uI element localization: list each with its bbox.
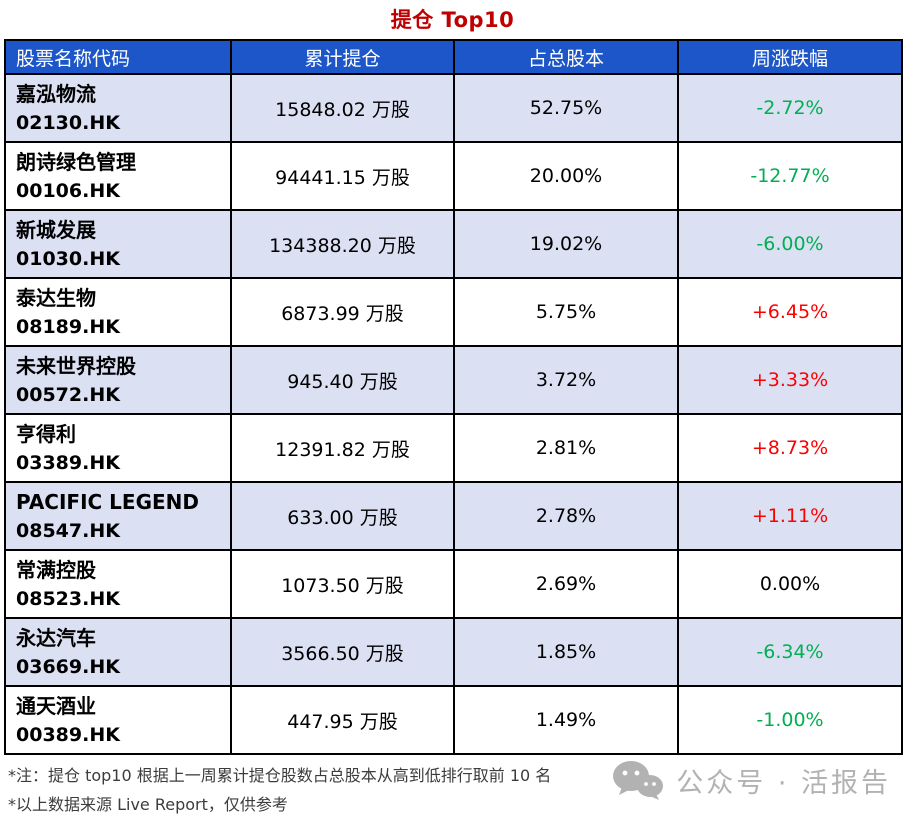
footnote-1: *注：提仓 top10 根据上一周累计提仓股数占总股本从高到低排行取前 10 名 [8, 766, 552, 785]
stock-code: 00572.HK [16, 384, 120, 406]
weekly-change: +3.33% [677, 345, 903, 415]
table-row: 未来世界控股 00572.HK 945.40 万股 3.72% +3.33% [4, 345, 903, 415]
table-row: 泰达生物 08189.HK 6873.99 万股 5.75% +6.45% [4, 277, 903, 347]
cumulative-volume: 134388.20 万股 [230, 209, 455, 279]
pct-of-shares: 5.75% [453, 277, 679, 347]
pct-of-shares: 1.85% [453, 617, 679, 687]
table-row: 亨得利 03389.HK 12391.82 万股 2.81% +8.73% [4, 413, 903, 483]
stock-code: 03669.HK [16, 656, 120, 678]
stock-code: 00389.HK [16, 724, 120, 746]
table-row: 朗诗绿色管理 00106.HK 94441.15 万股 20.00% -12.7… [4, 141, 903, 211]
stock-cell: 朗诗绿色管理 00106.HK [4, 141, 232, 211]
header-row: 股票名称代码 累计提仓 占总股本 周涨跌幅 [4, 39, 903, 75]
table-row: 嘉泓物流 02130.HK 15848.02 万股 52.75% -2.72% [4, 73, 903, 143]
weekly-change: +1.11% [677, 481, 903, 551]
cumulative-volume: 12391.82 万股 [230, 413, 455, 483]
stock-cell: 新城发展 01030.HK [4, 209, 232, 279]
footnote-2: *以上数据来源 Live Report，仅供参考 [8, 795, 288, 814]
page-title: 提仓 Top10 [390, 8, 515, 32]
cumulative-volume: 1073.50 万股 [230, 549, 455, 619]
pct-of-shares: 2.69% [453, 549, 679, 619]
stock-name: 通天酒业 [16, 694, 96, 718]
stock-cell: 嘉泓物流 02130.HK [4, 73, 232, 143]
weekly-change: -6.00% [677, 209, 903, 279]
stock-name: 常满控股 [16, 558, 96, 582]
stock-name: PACIFIC LEGEND [16, 490, 199, 514]
pct-of-shares: 2.78% [453, 481, 679, 551]
stock-cell: 亨得利 03389.HK [4, 413, 232, 483]
pct-of-shares: 2.81% [453, 413, 679, 483]
watermark: 公众号 · 活报告 [612, 759, 891, 801]
footnotes: *注：提仓 top10 根据上一周累计提仓股数占总股本从高到低排行取前 10 名… [8, 761, 905, 819]
top10-table: 股票名称代码 累计提仓 占总股本 周涨跌幅 嘉泓物流 02130.HK 1584… [4, 39, 903, 755]
wechat-icon [613, 761, 664, 800]
cumulative-volume: 94441.15 万股 [230, 141, 455, 211]
stock-name: 新城发展 [16, 218, 96, 242]
watermark-text: 公众号 · 活报告 [676, 767, 891, 799]
stock-name: 永达汽车 [16, 626, 96, 650]
cumulative-volume: 6873.99 万股 [230, 277, 455, 347]
pct-of-shares: 1.49% [453, 685, 679, 755]
stock-cell: 泰达生物 08189.HK [4, 277, 232, 347]
stock-cell: 永达汽车 03669.HK [4, 617, 232, 687]
weekly-change: 0.00% [677, 549, 903, 619]
table-row: PACIFIC LEGEND 08547.HK 633.00 万股 2.78% … [4, 481, 903, 551]
cumulative-volume: 3566.50 万股 [230, 617, 455, 687]
stock-cell: PACIFIC LEGEND 08547.HK [4, 481, 232, 551]
stock-code: 08523.HK [16, 588, 120, 610]
cumulative-volume: 447.95 万股 [230, 685, 455, 755]
stock-code: 02130.HK [16, 112, 120, 134]
stock-cell: 通天酒业 00389.HK [4, 685, 232, 755]
stock-code: 08189.HK [16, 316, 120, 338]
cumulative-volume: 945.40 万股 [230, 345, 455, 415]
col-header-change: 周涨跌幅 [677, 39, 903, 75]
pct-of-shares: 3.72% [453, 345, 679, 415]
weekly-change: -1.00% [677, 685, 903, 755]
pct-of-shares: 52.75% [453, 73, 679, 143]
weekly-change: +8.73% [677, 413, 903, 483]
col-header-stock: 股票名称代码 [4, 39, 232, 75]
weekly-change: -6.34% [677, 617, 903, 687]
table-row: 常满控股 08523.HK 1073.50 万股 2.69% 0.00% [4, 549, 903, 619]
cumulative-volume: 633.00 万股 [230, 481, 455, 551]
stock-code: 01030.HK [16, 248, 120, 270]
col-header-volume: 累计提仓 [230, 39, 455, 75]
stock-name: 朗诗绿色管理 [16, 150, 136, 174]
table-row: 新城发展 01030.HK 134388.20 万股 19.02% -6.00% [4, 209, 903, 279]
stock-code: 08547.HK [16, 520, 120, 542]
table-row: 通天酒业 00389.HK 447.95 万股 1.49% -1.00% [4, 685, 903, 755]
weekly-change: -12.77% [677, 141, 903, 211]
pct-of-shares: 19.02% [453, 209, 679, 279]
stock-code: 03389.HK [16, 452, 120, 474]
stock-name: 亨得利 [16, 422, 76, 446]
weekly-change: +6.45% [677, 277, 903, 347]
stock-name: 泰达生物 [16, 286, 96, 310]
stock-cell: 常满控股 08523.HK [4, 549, 232, 619]
cumulative-volume: 15848.02 万股 [230, 73, 455, 143]
table-row: 永达汽车 03669.HK 3566.50 万股 1.85% -6.34% [4, 617, 903, 687]
stock-name: 嘉泓物流 [16, 82, 96, 106]
col-header-pct: 占总股本 [453, 39, 679, 75]
weekly-change: -2.72% [677, 73, 903, 143]
stock-cell: 未来世界控股 00572.HK [4, 345, 232, 415]
pct-of-shares: 20.00% [453, 141, 679, 211]
stock-code: 00106.HK [16, 180, 120, 202]
stock-name: 未来世界控股 [16, 354, 136, 378]
